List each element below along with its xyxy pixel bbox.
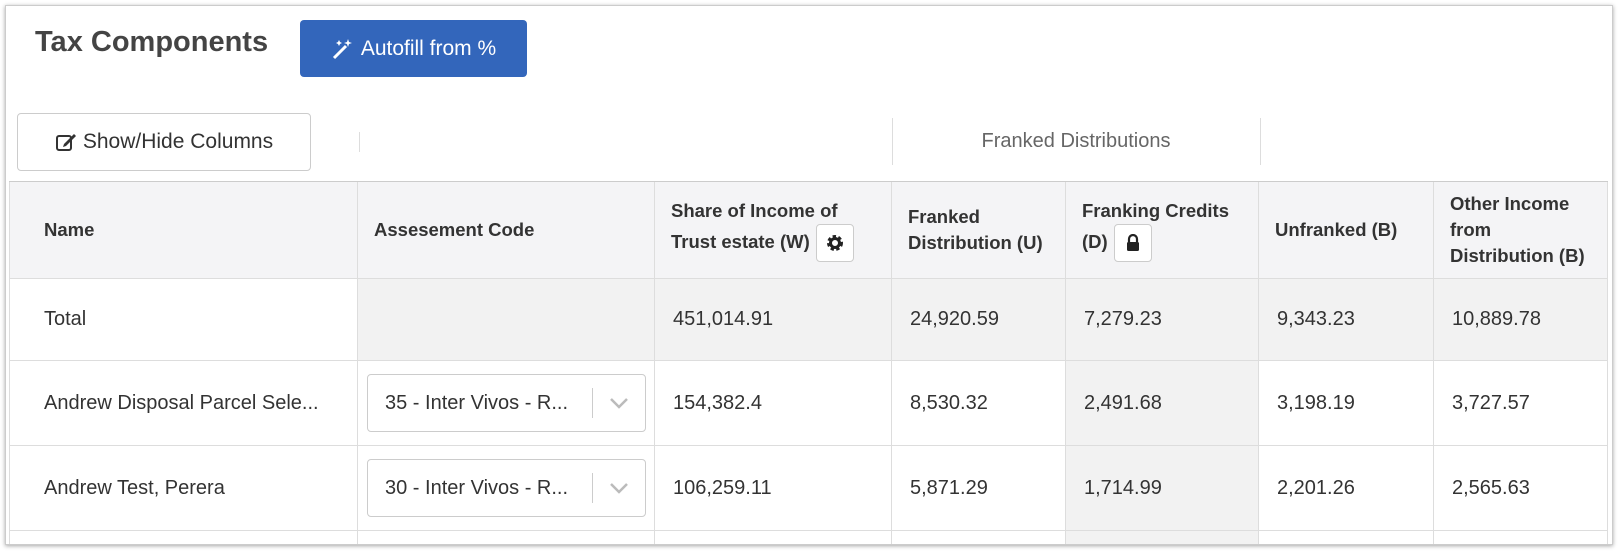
code-select[interactable]: 30 - Inter Vivos - R...: [367, 459, 646, 517]
cell-value: 7,279.23: [1084, 308, 1162, 330]
column-header-text: Franked Distribution (U): [908, 206, 1043, 253]
value-cell: 451,014.91: [655, 279, 892, 361]
edit-icon: [55, 134, 76, 151]
column-header: Other Income from Distribution (B): [1434, 182, 1608, 279]
name-cell: Total: [9, 279, 358, 361]
value-cell: 2,491.68: [1066, 361, 1259, 446]
cell-value: 2,491.68: [1084, 391, 1162, 414]
partial-row-cell: [9, 531, 358, 544]
value-cell: 5,871.29: [892, 446, 1066, 531]
cell-value: 24,920.59: [910, 308, 999, 330]
gear-icon: [826, 235, 843, 251]
cell-value: 2,201.26: [1277, 476, 1355, 499]
code-select[interactable]: 35 - Inter Vivos - R...: [367, 374, 646, 432]
cell-value: 154,382.4: [673, 391, 762, 414]
cell-value: 1,714.99: [1084, 476, 1162, 499]
column-header-text: Assesement Code: [374, 219, 535, 240]
partial-row-cell: [358, 531, 655, 544]
show-hide-columns-button[interactable]: Show/Hide Columns: [17, 113, 311, 171]
column-header: Franking Credits (D): [1066, 182, 1259, 279]
column-header-text: Share of Income of Trust estate (W): [671, 198, 883, 262]
show-hide-label: Show/Hide Columns: [82, 130, 274, 153]
value-cell: 2,565.63: [1434, 446, 1608, 531]
cell-value: 5,871.29: [910, 476, 988, 499]
value-cell: 10,889.78: [1434, 279, 1608, 361]
dropdown-indicator: [592, 473, 645, 503]
value-cell: 3,198.19: [1259, 361, 1434, 446]
separator: [892, 118, 893, 165]
column-header-text: Franking Credits (D): [1082, 198, 1250, 262]
name-cell: Andrew Disposal Parcel Sele...: [9, 361, 358, 446]
partial-row-cell: [1066, 531, 1259, 544]
column-header-text: Name: [44, 219, 95, 240]
column-header: Franked Distribution (U): [892, 182, 1066, 279]
column-header: Share of Income of Trust estate (W): [655, 182, 892, 279]
separator: [1260, 118, 1261, 165]
lock-button[interactable]: [1113, 224, 1152, 262]
settings-button[interactable]: [815, 224, 854, 262]
partial-row-cell: [892, 531, 1066, 544]
cell-value: 106,259.11: [673, 476, 772, 499]
cell-value: 451,014.91: [673, 308, 774, 330]
code-cell: [358, 279, 655, 361]
value-cell: 2,201.26: [1259, 446, 1434, 531]
autofill-label: Autofill from %: [360, 36, 497, 60]
partial-row-cell: [1434, 531, 1608, 544]
column-header-text: Other Income from Distribution (B): [1450, 193, 1585, 266]
dropdown-indicator: [592, 388, 645, 418]
value-cell: 154,382.4: [655, 361, 892, 446]
cell-value: 8,530.32: [910, 391, 988, 414]
wand-icon: [332, 38, 352, 59]
value-cell: 8,530.32: [892, 361, 1066, 446]
code-value: 35 - Inter Vivos - R...: [385, 391, 569, 414]
column-header: Unfranked (B): [1259, 182, 1434, 279]
header-top-border: [9, 181, 1608, 182]
lock-icon: [1126, 234, 1139, 251]
value-cell: 1,714.99: [1066, 446, 1259, 531]
column-header-text: Unfranked (B): [1275, 219, 1398, 240]
code-cell: 30 - Inter Vivos - R...: [358, 446, 655, 531]
chevron-icon: [610, 483, 628, 494]
cell-value: 10,889.78: [1452, 308, 1541, 330]
partial-row-cell: [1259, 531, 1434, 544]
cell-value: 2,565.63: [1452, 476, 1530, 499]
separator: [359, 132, 360, 152]
code-value: 30 - Inter Vivos - R...: [385, 476, 569, 499]
name-cell: Andrew Test, Perera: [9, 446, 358, 531]
row-name: Andrew Disposal Parcel Sele...: [44, 391, 319, 414]
cell-value: 9,343.23: [1277, 308, 1355, 330]
cell-value: 3,727.57: [1452, 391, 1530, 414]
partial-row-cell: [655, 531, 892, 544]
value-cell: 24,920.59: [892, 279, 1066, 361]
column-header: Name: [9, 182, 358, 279]
row-name: Total: [44, 308, 87, 330]
group-header: Franked Distributions: [981, 130, 1171, 152]
cell-value: 3,198.19: [1277, 391, 1355, 414]
chevron-icon: [610, 398, 628, 409]
value-cell: 7,279.23: [1066, 279, 1259, 361]
code-cell: 35 - Inter Vivos - R...: [358, 361, 655, 446]
autofill-button[interactable]: Autofill from %: [300, 20, 527, 77]
value-cell: 9,343.23: [1259, 279, 1434, 361]
row-name: Andrew Test, Perera: [44, 476, 225, 499]
value-cell: 3,727.57: [1434, 361, 1608, 446]
column-header: Assesement Code: [358, 182, 655, 279]
value-cell: 106,259.11: [655, 446, 892, 531]
title: Tax Components: [35, 26, 269, 58]
